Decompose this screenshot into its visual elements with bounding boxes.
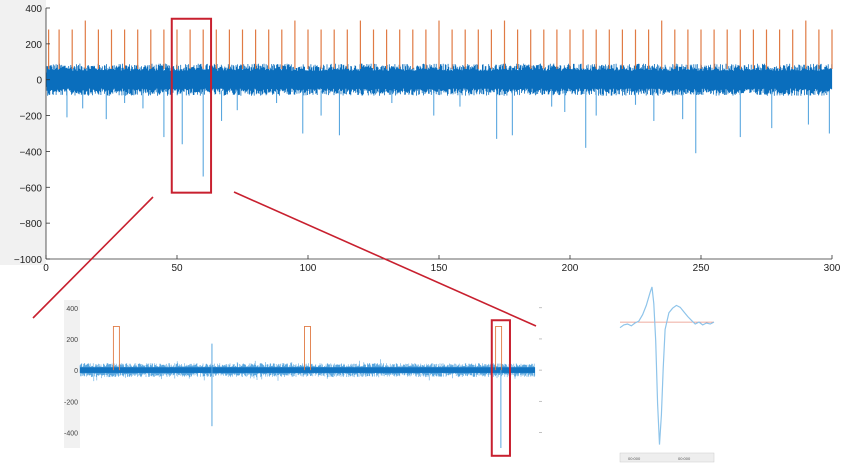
y-tick-label: −200 [19,112,42,123]
y-tick-label: −600 [19,183,42,194]
x-tick-label: 150 [431,263,448,274]
main-axes-background [0,0,46,265]
y-tick-label: −800 [19,219,42,230]
zoom-y-tick-label: -200 [64,399,78,406]
y-tick-label: −400 [19,147,42,158]
waveform-tick-labels: 00:000 00:000 [628,456,691,461]
main-noise-core [46,72,832,87]
zoomed-recording-chart: 400 200 0 -200 -400 [64,300,542,457]
waveform-line [619,286,715,445]
main-x-axis: 0 50 100 150 200 250 300 [43,255,841,274]
connector-left [32,196,154,319]
main-noise-band [46,63,833,96]
waveform-tick-label: 00:000 [628,456,641,461]
main-spike-markers [48,20,833,69]
main-negative-spikes [66,90,830,177]
x-tick-label: 0 [43,263,49,274]
zoom-spike-marker [495,326,503,371]
highlighted-spike-box[interactable] [490,319,511,457]
spike-waveform-chart: 00:000 00:000 [619,286,715,463]
zoom-spike-marks [112,326,503,448]
x-tick-label: 250 [693,263,710,274]
zoom-y-axis: 400 200 0 -200 -400 [64,306,542,437]
x-tick-label: 50 [171,263,183,274]
zoom-y-tick-label: -400 [64,430,78,437]
x-tick-label: 100 [300,263,317,274]
zoom-y-tick-label: 400 [66,306,78,313]
connector-right [233,191,537,327]
waveform-tick-label: 00:000 [678,456,691,461]
y-tick-label: 0 [36,76,42,87]
zoom-y-tick-label: 0 [74,368,78,375]
zoom-window-box[interactable] [170,17,213,194]
full-recording-chart: 0 50 100 150 200 250 300 400 200 0 −200 −400 −600 −8… [0,0,841,274]
zoom-y-tick-label: 200 [66,337,78,344]
zoom-noise-band [79,359,536,382]
main-y-axis: 400 200 0 −200 −400 −600 −800 −1000 [14,4,50,266]
y-tick-label: 200 [25,40,42,51]
zoom-noise-core [80,367,535,373]
x-tick-label: 300 [824,263,841,274]
waveform-axis-bar [619,452,715,463]
y-tick-label: 400 [25,4,42,15]
y-tick-label: −1000 [14,255,43,266]
zoom-connector-lines [32,191,537,327]
zoom-axes-background [64,300,80,448]
x-tick-label: 200 [562,263,579,274]
zoom-spike-marker [112,326,120,371]
zoom-spike-marker [304,326,311,371]
